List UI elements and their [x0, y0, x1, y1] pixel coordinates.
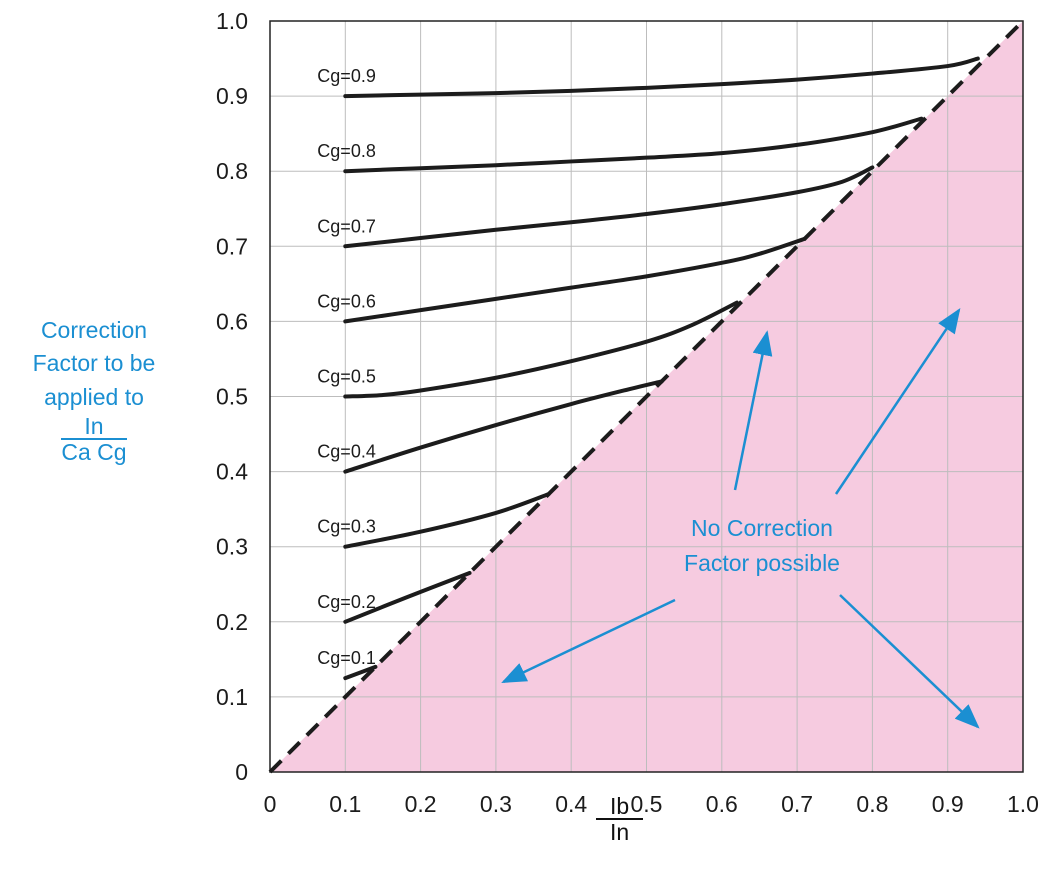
cg-curve-label: Cg=0.1: [317, 648, 376, 668]
cg-curve-label: Cg=0.3: [317, 517, 376, 537]
cg-curve: [343, 300, 739, 399]
cg-curve: [343, 116, 924, 174]
annotation-text: Factor possible: [684, 550, 840, 576]
y-axis-label-line-1: Correction: [40, 317, 148, 343]
y-axis-label: Correction Factor to be applied to In Ca…: [0, 314, 188, 470]
annotation-arrow: [834, 308, 961, 495]
diagonal-dashed-line: [268, 19, 1025, 774]
x-tick-label: 0.7: [781, 791, 813, 817]
x-tick-label: 0: [264, 791, 277, 817]
cg-curve-label: Cg=0.6: [317, 291, 376, 311]
y-tick-label: 0.3: [216, 534, 248, 560]
y-tick-label: 0.9: [216, 83, 248, 109]
cg-curve: [343, 492, 551, 549]
x-tick-label: 0.5: [631, 791, 663, 817]
cg-curve: [343, 570, 472, 624]
cg-curve: [343, 379, 664, 474]
x-tick-label: 0.3: [480, 791, 512, 817]
y-tick-label: 1.0: [216, 8, 248, 34]
y-tick-label: 0: [235, 759, 248, 785]
y-tick-label: 0.4: [216, 459, 248, 485]
cg-curve-label: Cg=0.7: [317, 216, 376, 236]
x-tick-label: 0.9: [932, 791, 964, 817]
plot-frame: [269, 20, 1024, 773]
annotation-text: No Correction: [691, 515, 833, 541]
y-axis-label-line-3: applied to: [44, 383, 144, 410]
cg-curve: [343, 664, 378, 681]
y-tick-label: 0.5: [216, 384, 248, 410]
x-tick-label: 0.4: [555, 791, 587, 817]
annotation-arrow: [501, 598, 676, 684]
y-tick-label: 0.8: [216, 158, 248, 184]
x-axis-label: Ib In: [596, 794, 644, 846]
cg-curve-label: Cg=0.4: [317, 442, 376, 462]
x-tick-label: 0.1: [329, 791, 361, 817]
cg-curve: [343, 56, 980, 99]
cg-curve-label: Cg=0.5: [317, 367, 376, 387]
cg-curve-label: Cg=0.2: [317, 592, 376, 612]
y-tick-label: 0.2: [216, 609, 248, 635]
y-tick-label: 0.1: [216, 684, 248, 710]
x-tick-label: 1.0: [1007, 791, 1039, 817]
x-tick-label: 0.8: [856, 791, 888, 817]
y-axis-label-numerator: In: [61, 414, 127, 441]
x-axis-label-numerator: Ib: [596, 794, 644, 821]
annotation-arrow: [733, 330, 773, 491]
y-axis-label-fraction: In Ca Cg: [61, 414, 127, 466]
x-axis-label-denominator: In: [610, 819, 630, 846]
y-axis-label-line-2: Factor to be: [32, 350, 156, 377]
y-tick-label: 0.6: [216, 308, 248, 334]
annotation-arrow: [839, 594, 980, 729]
x-tick-label: 0.2: [405, 791, 437, 817]
cg-curve: [343, 236, 807, 324]
cg-curve: [343, 165, 875, 249]
x-tick-label: 0.6: [706, 791, 738, 817]
y-axis-label-denominator: Ca Cg: [61, 439, 127, 466]
cg-curve-label: Cg=0.8: [317, 141, 376, 161]
y-tick-label: 0.7: [216, 233, 248, 259]
cg-curve-label: Cg=0.9: [317, 66, 376, 86]
